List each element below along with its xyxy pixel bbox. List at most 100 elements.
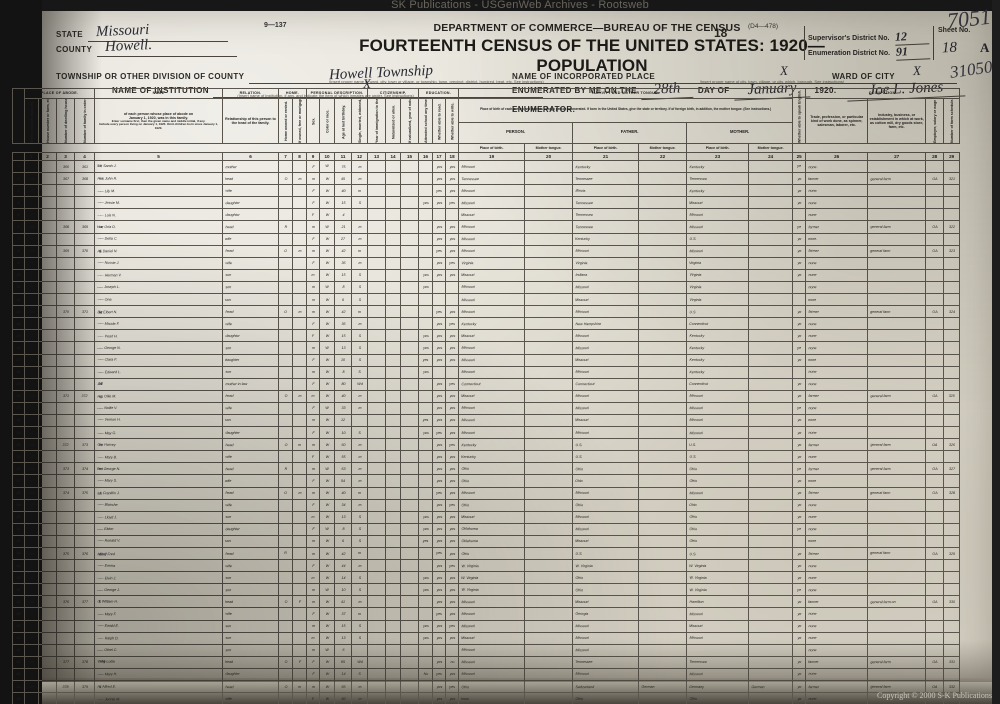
cell-english[interactable]: ye [792, 583, 807, 597]
cell-industry[interactable] [867, 644, 926, 657]
cell-marital[interactable] [351, 414, 368, 427]
cell-school[interactable] [418, 172, 434, 186]
cell-mbirth[interactable] [686, 644, 749, 657]
cell-school[interactable]: yes [418, 534, 434, 549]
cell-dwelling[interactable] [56, 353, 75, 367]
cell-farmno[interactable] [943, 523, 960, 536]
cell-trade[interactable]: farmer [805, 486, 868, 500]
cell-english[interactable]: ye [792, 341, 807, 355]
cell-fbirth[interactable]: Connecticut [572, 378, 639, 391]
cell-house[interactable] [38, 667, 57, 682]
cell-mtongue[interactable] [748, 656, 793, 669]
cell-write[interactable]: yes [445, 595, 459, 608]
cell-free[interactable] [292, 293, 307, 306]
cell-ptongue[interactable] [524, 535, 573, 548]
cell-industry[interactable] [867, 402, 926, 415]
cell-relation[interactable]: son [222, 365, 279, 379]
cell-farmno[interactable] [943, 208, 961, 222]
cell-marital[interactable]: m [351, 244, 369, 258]
cell-trade[interactable]: farmer [805, 462, 868, 476]
cell-write[interactable]: yes [445, 426, 459, 439]
cell-age[interactable]: 36 [334, 257, 352, 270]
cell-street[interactable]: √ [24, 341, 39, 355]
cell-nat[interactable] [385, 607, 401, 621]
cell-english[interactable]: ye [792, 450, 806, 463]
cell-race[interactable]: W [319, 487, 335, 500]
cell-school[interactable] [418, 474, 434, 488]
cell-house[interactable] [38, 559, 57, 572]
cell-mtongue[interactable] [748, 547, 793, 560]
cell-relation[interactable]: head [222, 438, 279, 451]
cell-nat[interactable] [385, 595, 401, 608]
cell-relation[interactable]: head [222, 172, 280, 186]
cell-house[interactable] [38, 656, 57, 669]
cell-mbirth[interactable]: Missouri [686, 414, 749, 427]
cell-sex[interactable]: F [306, 692, 321, 704]
cell-industry[interactable] [867, 535, 926, 548]
cell-sex[interactable]: F [306, 353, 320, 367]
cell-own[interactable] [278, 535, 293, 548]
cell-nat[interactable] [385, 208, 402, 222]
cell-immig[interactable] [367, 644, 386, 657]
cell-name[interactable]: Parent, George N. [94, 462, 224, 476]
cell-ptongue[interactable] [524, 184, 573, 197]
cell-age[interactable]: 40 [334, 184, 352, 197]
cell-dwelling[interactable]: 369 [56, 245, 75, 258]
cell-sex[interactable]: m [306, 631, 321, 645]
cell-school[interactable] [418, 378, 433, 391]
cell-mbirth[interactable]: W. Virginia [686, 583, 749, 596]
cell-own[interactable] [278, 474, 293, 488]
cell-mbirth[interactable]: U.S. [686, 232, 749, 246]
cell-industry[interactable] [867, 353, 926, 367]
cell-read[interactable] [432, 644, 446, 657]
cell-race[interactable]: W [319, 643, 336, 657]
cell-nat[interactable] [385, 389, 402, 403]
cell-natyr[interactable] [400, 366, 419, 379]
cell-write[interactable]: yes [445, 498, 460, 512]
cell-employ[interactable] [925, 341, 944, 355]
cell-ptongue[interactable] [524, 366, 573, 379]
cell-marital[interactable]: m [351, 559, 368, 572]
cell-dwelling[interactable]: 370 [56, 305, 75, 318]
cell-employ[interactable]: OA [925, 656, 944, 669]
cell-race[interactable]: W [319, 656, 335, 669]
cell-pbirth[interactable]: Kentucky [458, 450, 526, 464]
cell-relation[interactable]: head [222, 220, 279, 234]
cell-pbirth[interactable]: Oklahoma [458, 535, 525, 548]
cell-farmno[interactable] [943, 366, 960, 379]
cell-write[interactable]: yes [445, 233, 459, 246]
cell-school[interactable]: yes [418, 583, 433, 596]
cell-ptongue[interactable] [524, 232, 573, 246]
cell-read[interactable]: yes [432, 680, 446, 693]
cell-name[interactable]: —— Blanche [94, 498, 223, 512]
cell-age[interactable]: 54 [334, 474, 353, 488]
cell-family[interactable] [74, 523, 95, 536]
cell-street[interactable]: √ [24, 208, 39, 221]
cell-school[interactable] [418, 692, 433, 704]
cell-english[interactable]: ye [792, 172, 806, 185]
cell-name[interactable]: Jubell J. [94, 377, 223, 391]
cell-sex[interactable]: m [306, 293, 320, 306]
cell-marital[interactable]: S [351, 353, 368, 367]
cell-fbirth[interactable]: Ohio [572, 498, 639, 512]
cell-natyr[interactable] [400, 559, 419, 572]
cell-natyr[interactable] [400, 232, 419, 246]
cell-natyr[interactable] [400, 474, 419, 488]
cell-pbirth[interactable]: Missouri [458, 305, 525, 318]
cell-natyr[interactable] [400, 353, 419, 367]
cell-trade[interactable]: farmer [805, 680, 868, 693]
cell-own[interactable] [278, 365, 294, 379]
cell-school[interactable] [418, 220, 433, 234]
cell-free[interactable] [292, 607, 307, 621]
cell-natyr[interactable] [400, 607, 419, 621]
cell-school[interactable]: yes [418, 269, 433, 282]
cell-house[interactable] [38, 341, 57, 355]
cell-sex[interactable]: F [306, 426, 320, 439]
cell-dwelling[interactable] [56, 619, 75, 633]
cell-fbirth[interactable]: Tennessee [572, 196, 639, 210]
cell-street[interactable]: √ [24, 426, 39, 439]
cell-mtongue[interactable] [748, 389, 794, 403]
cell-marital[interactable]: m [351, 220, 368, 234]
cell-own[interactable] [278, 281, 293, 294]
cell-industry[interactable] [867, 281, 926, 294]
